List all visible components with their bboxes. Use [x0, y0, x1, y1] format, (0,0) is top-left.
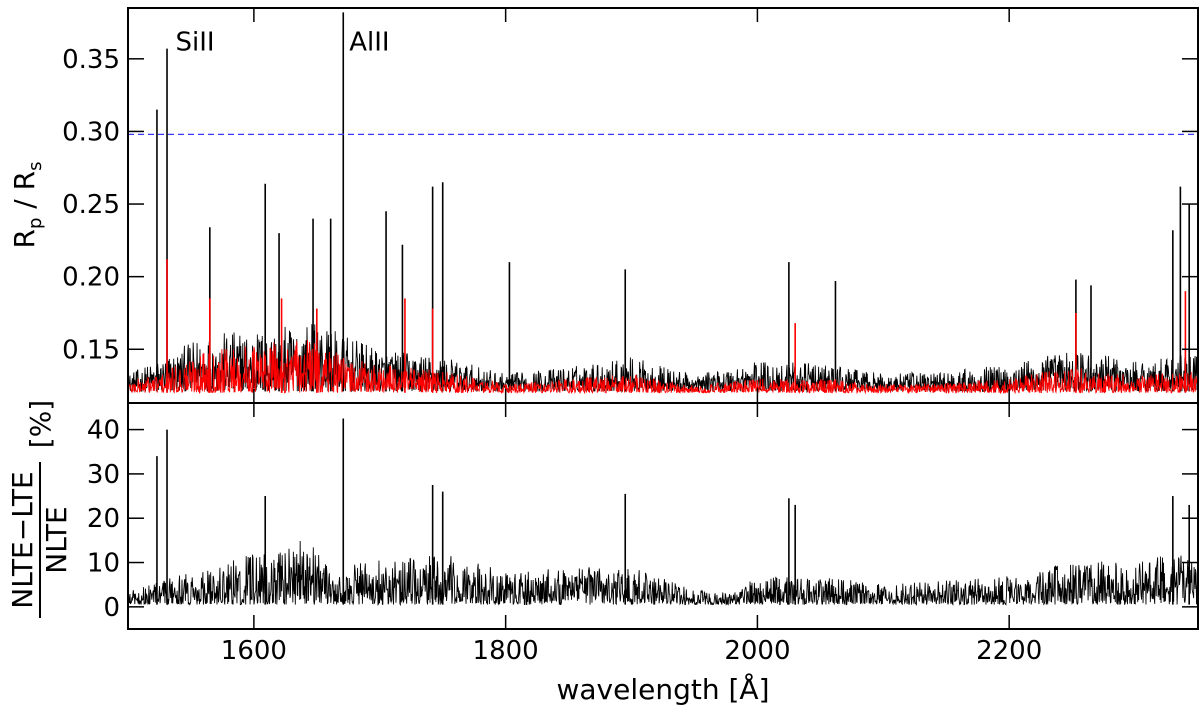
ylabel-r: R [8, 229, 41, 248]
x-tick-labels: 1600 1800 2000 2200 [221, 636, 1042, 666]
bottom-ytick-label: 0 [103, 593, 120, 623]
bottom-ytick-label: 20 [87, 504, 120, 534]
bottom-black-line [127, 540, 1199, 607]
bottom-series-black [127, 418, 1199, 607]
top-ytick-label: 0.30 [62, 117, 120, 147]
ylabel-sub-p: p [25, 218, 46, 229]
top-panel: 0.15 0.20 0.25 0.30 0.35 SiII AlII Rp / Rs [8, 7, 1199, 404]
top-ticks: 0.15 0.20 0.25 0.30 0.35 [62, 8, 1198, 403]
ylabel-mid: / R [8, 171, 41, 218]
x-axis-label: wavelength [Å] [556, 672, 769, 706]
peak-annotation: AlII [349, 28, 389, 58]
bottom-ytick-label: 10 [87, 549, 120, 579]
top-annotations: SiII AlII [176, 28, 390, 58]
bottom-ytick-label: 40 [87, 416, 120, 446]
top-ytick-label: 0.25 [62, 190, 120, 220]
top-red-line [127, 340, 1199, 395]
svg-text:Rp / Rs: Rp / Rs [8, 162, 46, 249]
top-ytick-label: 0.15 [62, 335, 120, 365]
top-y-axis-label: Rp / Rs [8, 162, 46, 249]
ylabel-unit: [%] [24, 400, 57, 448]
top-ytick-label: 0.20 [62, 263, 120, 293]
xtick-label: 2200 [976, 636, 1042, 666]
top-series-black [127, 12, 1199, 394]
top-ytick-label: 0.35 [62, 45, 120, 75]
xtick-label: 1600 [221, 636, 287, 666]
top-plot-frame [127, 7, 1199, 404]
bottom-panel: 0 10 20 30 40 NLTE−LTE NLTE [%] [6, 400, 1199, 630]
ylabel-sub-s: s [25, 162, 46, 171]
ylabel-denominator: NLTE [40, 506, 73, 573]
bottom-ytick-label: 30 [87, 460, 120, 490]
ylabel-numerator: NLTE−LTE [6, 471, 39, 608]
bottom-y-axis-label: NLTE−LTE NLTE [%] [6, 400, 73, 618]
top-series-red [127, 259, 1199, 395]
peak-annotation: SiII [176, 28, 215, 58]
xtick-label: 1800 [473, 636, 539, 666]
bottom-ticks: 0 10 20 30 40 [87, 403, 1198, 629]
xtick-label: 2000 [724, 636, 790, 666]
bottom-plot-frame [127, 402, 1199, 630]
